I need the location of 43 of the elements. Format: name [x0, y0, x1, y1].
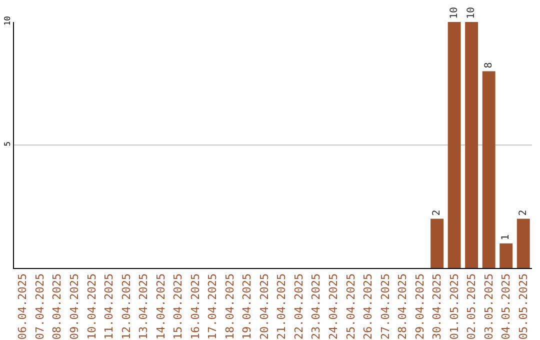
data-label: 10 — [448, 6, 460, 19]
x-tick-label: 09.04.2025 — [68, 273, 82, 340]
bar — [430, 218, 444, 268]
x-tick-label: 20.04.2025 — [258, 273, 271, 340]
data-label: 8 — [483, 62, 494, 68]
x-tick-label: 14.04.2025 — [154, 273, 168, 340]
x-tick-label: 27.04.2025 — [378, 273, 392, 340]
x-tick-label: 23.04.2025 — [310, 273, 323, 340]
x-tick-label: 04.05.2025 — [500, 273, 513, 340]
x-tick-label: 18.04.2025 — [223, 273, 236, 340]
x-tick-label: 08.04.2025 — [50, 273, 64, 340]
data-label: 2 — [432, 210, 443, 216]
bar — [516, 218, 530, 268]
bar — [448, 22, 461, 268]
x-tick-label: 15.04.2025 — [172, 273, 185, 340]
x-tick-label: 06.04.2025 — [16, 273, 30, 340]
x-tick-label: 01.05.2025 — [448, 273, 461, 340]
y-tick-label: 5 — [2, 141, 12, 146]
x-tick-label: 02.05.2025 — [465, 273, 478, 340]
x-tick-label: 07.04.2025 — [33, 273, 46, 340]
x-tick-label: 03.05.2025 — [482, 273, 496, 340]
x-tick-label: 19.04.2025 — [240, 273, 254, 340]
bar — [500, 243, 513, 268]
x-tick-label: 30.04.2025 — [430, 273, 444, 340]
x-tick-label: 16.04.2025 — [188, 273, 202, 340]
x-tick-label: 28.04.2025 — [396, 273, 410, 340]
x-tick-label: 13.04.2025 — [137, 273, 150, 340]
x-tick-label: 25.04.2025 — [344, 273, 358, 340]
bar — [482, 71, 496, 268]
x-tick-label: 21.04.2025 — [275, 273, 288, 340]
x-tick-label: 10.04.2025 — [85, 273, 98, 340]
x-tick-label: 22.04.2025 — [292, 273, 306, 340]
x-tick-label: 24.04.2025 — [327, 273, 340, 340]
x-tick-label: 26.04.2025 — [362, 273, 375, 340]
data-label: 1 — [500, 234, 512, 240]
x-tick-label: 05.05.2025 — [516, 273, 530, 340]
data-label: 2 — [518, 210, 529, 216]
x-tick-label: 12.04.2025 — [120, 273, 133, 340]
data-label: 10 — [466, 6, 478, 19]
x-tick-label: 17.04.2025 — [206, 273, 220, 340]
x-tick-label: 11.04.2025 — [102, 273, 116, 340]
bar — [465, 22, 478, 268]
x-tick-label: 29.04.2025 — [413, 273, 426, 340]
